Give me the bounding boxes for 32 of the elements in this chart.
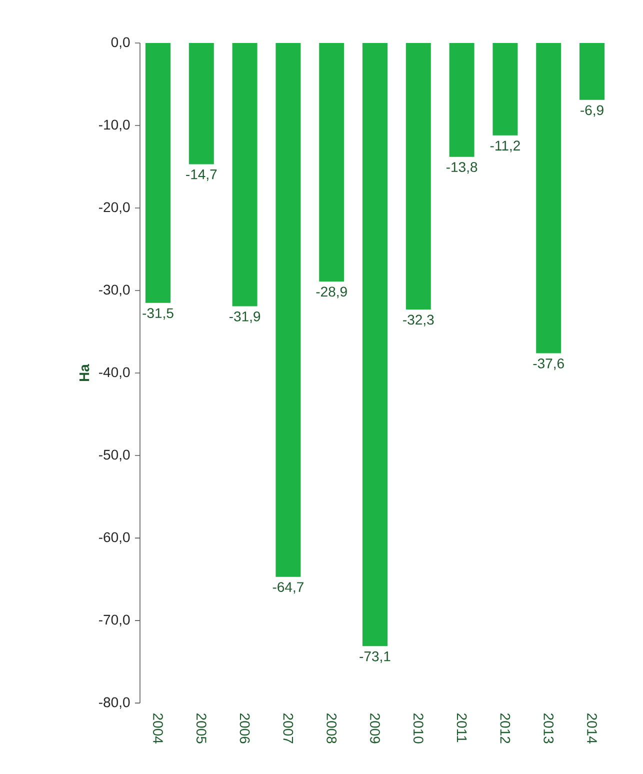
x-tick-label: 2008 bbox=[326, 713, 337, 744]
data-label: -64,7 bbox=[272, 582, 304, 594]
x-tick-label: 2010 bbox=[413, 713, 424, 744]
y-tick-label: -40,0 bbox=[98, 367, 130, 379]
data-label: -32,3 bbox=[403, 314, 434, 326]
data-label: -28,9 bbox=[316, 286, 347, 298]
data-label: -31,9 bbox=[229, 311, 260, 324]
data-label: -31,5 bbox=[142, 308, 174, 320]
x-tick-label: 2007 bbox=[283, 713, 294, 744]
y-tick-label: 0,0 bbox=[111, 37, 130, 49]
x-tick-label: 2014 bbox=[587, 713, 597, 744]
data-label: -11,2 bbox=[490, 140, 520, 152]
x-tick-label: 2011 bbox=[456, 713, 467, 742]
x-tick-label: 2012 bbox=[500, 713, 510, 744]
y-tick-label: -30,0 bbox=[98, 284, 130, 296]
x-tick-label: 2005 bbox=[196, 713, 206, 744]
data-label: -14,7 bbox=[186, 170, 217, 181]
y-tick-label: -50,0 bbox=[98, 450, 130, 462]
data-label: -13,8 bbox=[446, 162, 478, 174]
y-tick-label: -70,0 bbox=[98, 614, 130, 626]
data-label: -73,1 bbox=[360, 651, 390, 663]
y-tick-label: -80,0 bbox=[98, 697, 130, 709]
data-label: -6,9 bbox=[580, 105, 604, 117]
y-tick-label: -10,0 bbox=[98, 120, 130, 132]
y-tick-label: -20,0 bbox=[98, 202, 130, 214]
y-axis-title: Ha bbox=[79, 364, 90, 382]
x-tick-label: 2006 bbox=[240, 713, 250, 744]
data-label: -37,6 bbox=[533, 358, 564, 370]
x-tick-label: 2009 bbox=[370, 713, 380, 744]
x-tick-label: 2004 bbox=[153, 713, 163, 744]
y-tick-label: -60,0 bbox=[98, 532, 130, 544]
x-tick-label: 2013 bbox=[544, 713, 554, 744]
